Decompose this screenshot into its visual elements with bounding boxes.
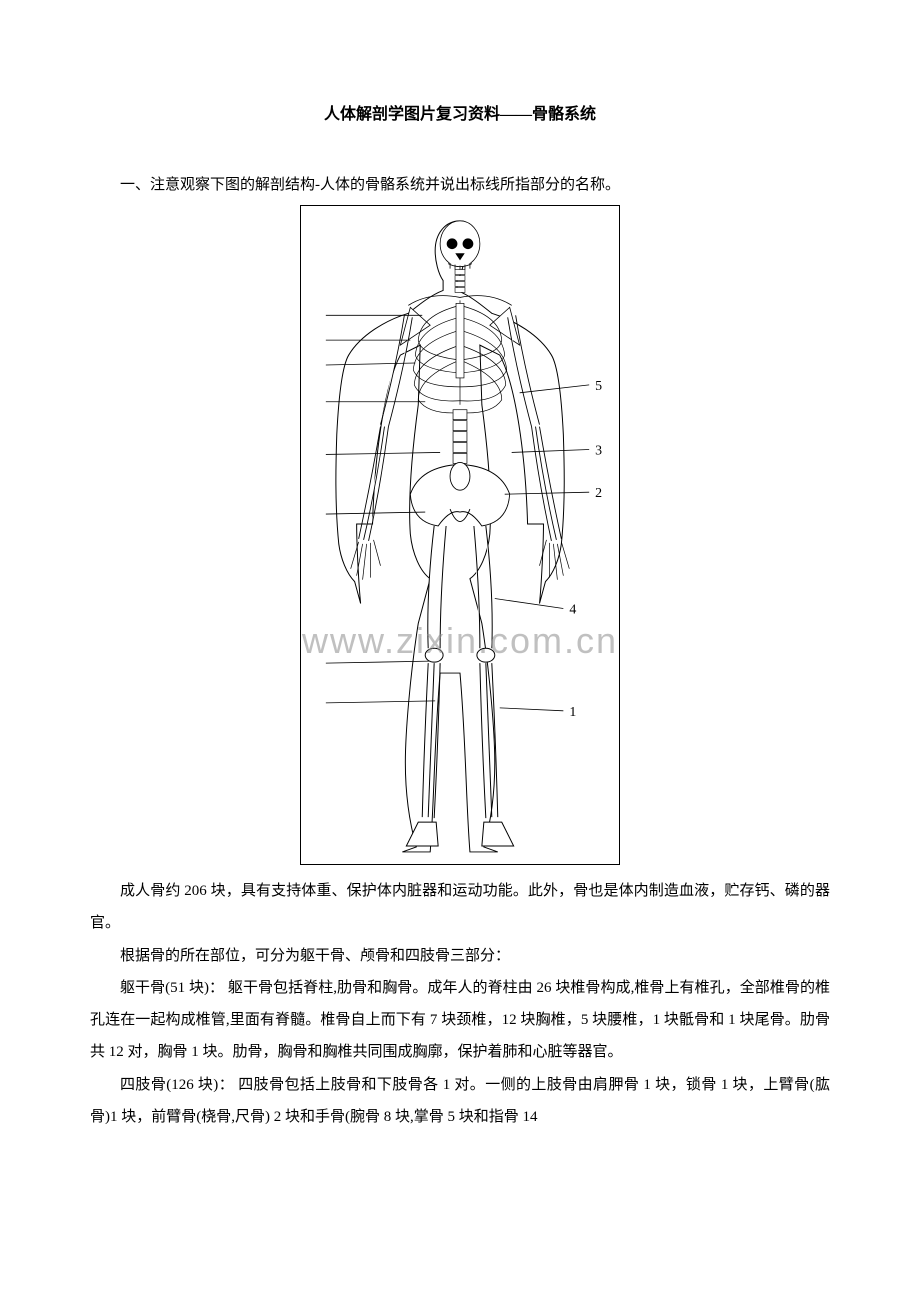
section-intro: 一、注意观察下图的解剖结构-人体的骨骼系统并说出标线所指部分的名称。	[90, 172, 830, 199]
document-page: 人体解剖学图片复习资料——骨骼系统 一、注意观察下图的解剖结构-人体的骨骼系统并…	[0, 0, 920, 1302]
figure-container: 5 3 2 4 1	[90, 205, 830, 865]
paragraph-1: 成人骨约 206 块，具有支持体重、保护体内脏器和运动功能。此外，骨也是体内制造…	[90, 875, 830, 940]
page-title: 人体解剖学图片复习资料——骨骼系统	[90, 100, 830, 124]
paragraph-3: 躯干骨(51 块)： 躯干骨包括脊柱,肋骨和胸骨。成年人的脊柱由 26 块椎骨构…	[90, 972, 830, 1069]
figure-label-4: 4	[569, 602, 576, 617]
figure-label-5: 5	[595, 379, 602, 394]
figure-label-1: 1	[569, 705, 576, 720]
skeleton-figure: 5 3 2 4 1	[300, 205, 620, 865]
paragraph-4: 四肢骨(126 块)： 四肢骨包括上肢骨和下肢骨各 1 对。一侧的上肢骨由肩胛骨…	[90, 1069, 830, 1134]
skeleton-svg: 5 3 2 4 1	[301, 206, 619, 862]
paragraph-2: 根据骨的所在部位，可分为躯干骨、颅骨和四肢骨三部分：	[90, 940, 830, 972]
figure-label-2: 2	[595, 486, 602, 501]
figure-label-3: 3	[595, 443, 602, 458]
